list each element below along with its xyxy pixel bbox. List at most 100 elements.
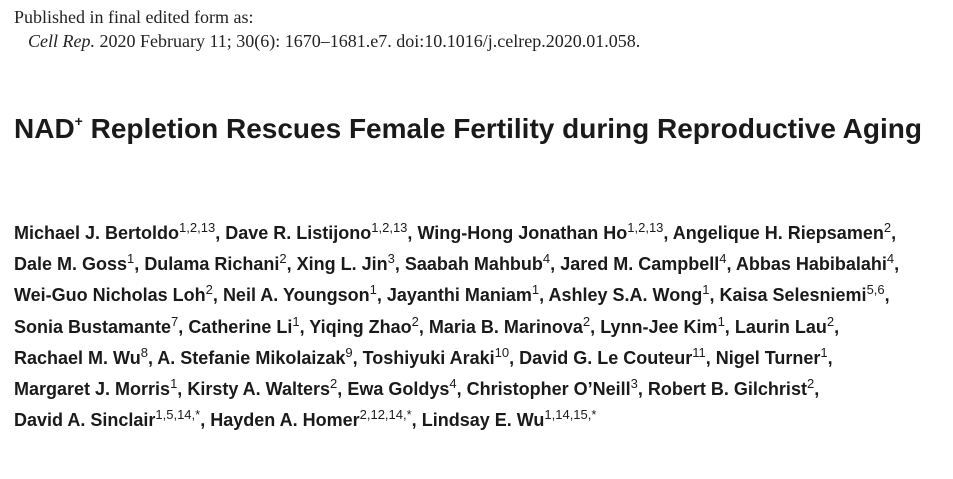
author-entry: Christopher O’Neill3,	[466, 376, 643, 400]
author-name: Xing L. Jin	[296, 254, 388, 275]
author-affiliation: 9	[345, 344, 353, 360]
author-name: Catherine Li	[188, 316, 293, 337]
author-affiliation: 4	[542, 251, 551, 267]
author-entry: Kirsty A. Walters2,	[187, 376, 343, 400]
author-affiliation: 1	[369, 282, 377, 298]
author-affiliation: 4	[886, 251, 895, 267]
author-name: Ewa Goldys	[347, 379, 450, 400]
author-name: Maria B. Marinova	[428, 316, 583, 337]
author-entry: David A. Sinclair1,5,14,*,	[14, 407, 206, 431]
author-entry: Maria B. Marinova2,	[428, 313, 596, 337]
author-affiliation: 8	[140, 344, 148, 360]
author-affiliation: 1,2,13	[179, 220, 216, 235]
author-name: Hayden A. Homer	[210, 410, 360, 431]
publication-info: Published in final edited form as: Cell …	[14, 5, 640, 53]
author-affiliation: 1	[717, 313, 725, 329]
author-name: David G. Le Couteur	[519, 347, 693, 368]
author-affiliation: 2	[279, 251, 287, 267]
author-affiliation: 1	[170, 376, 178, 392]
author-entry: Ashley S.A. Wong1,	[548, 282, 715, 306]
author-affiliation: 1	[820, 344, 828, 360]
author-name: Ashley S.A. Wong	[548, 285, 703, 306]
author-name: Lynn-Jee Kim	[600, 316, 718, 337]
author-name: Yiqing Zhao	[309, 316, 412, 337]
author-name: Jayanthi Maniam	[386, 285, 532, 306]
author-entry: Ewa Goldys4,	[347, 376, 462, 400]
author-entry: Lynn-Jee Kim1,	[600, 313, 730, 337]
citation-line: Cell Rep. 2020 February 11; 30(6): 1670–…	[14, 29, 640, 53]
author-name: Kirsty A. Walters	[187, 379, 331, 400]
author-affiliation: 2	[582, 313, 591, 329]
author-affiliation: 1	[127, 251, 135, 267]
author-affiliation: 10	[494, 344, 510, 360]
author-entry: Catherine Li1,	[188, 313, 305, 337]
author-affiliation: 4	[449, 376, 457, 392]
author-affiliation: 2	[806, 376, 815, 392]
author-entry: Neil A. Youngson1,	[222, 282, 382, 306]
author-entry: Abbas Habibalahi4,	[735, 251, 900, 275]
author-name: David A. Sinclair	[14, 410, 156, 431]
author-entry: Saabah Mahbub4,	[404, 251, 556, 275]
author-entry: A. Stefanie Mikolaizak9,	[157, 344, 358, 368]
author-entry: Lindsay E. Wu1,14,15,*	[422, 408, 597, 430]
author-affiliation: 3	[387, 251, 395, 267]
author-name: Kaisa Selesniemi	[719, 285, 867, 306]
author-name: Jared M. Campbell	[560, 254, 720, 275]
author-name: Laurin Lau	[734, 316, 827, 337]
author-affiliation: 3	[630, 376, 638, 392]
author-name: Toshiyuki Araki	[362, 347, 495, 368]
author-name: Wing-Hong Jonathan Ho	[417, 223, 628, 243]
citation-details: 2020 February 11; 30(6): 1670–1681.e7. d…	[94, 31, 641, 51]
author-name: Saabah Mahbub	[404, 254, 543, 275]
author-name: Dulama Richani	[144, 254, 280, 275]
journal-name: Cell Rep.	[28, 31, 95, 51]
author-name: Dave R. Listijono	[225, 223, 372, 243]
author-affiliation: 2	[330, 376, 338, 392]
author-entry: David G. Le Couteur11,	[519, 344, 711, 368]
author-name: A. Stefanie Mikolaizak	[157, 347, 346, 368]
title-rest: Repletion Rescues Female Fertility durin…	[82, 113, 922, 144]
author-entry: Margaret J. Morris1,	[14, 376, 183, 400]
author-name: Robert B. Gilchrist	[647, 379, 807, 400]
author-affiliation: 1,5,14,*	[155, 407, 201, 423]
author-affiliation: 4	[719, 251, 727, 267]
author-entry: Sonia Bustamante7,	[14, 313, 184, 337]
author-affiliation: 2	[883, 220, 892, 235]
author-entry: Hayden A. Homer2,12,14,*,	[210, 407, 417, 431]
title-superscript: +	[74, 113, 83, 129]
author-entry: Laurin Lau2,	[734, 313, 840, 337]
author-list: Michael J. Bertoldo1,2,13, Dave R. Listi…	[14, 218, 944, 436]
author-affiliation: 1	[702, 282, 710, 298]
article-title: NAD+ Repletion Rescues Female Fertility …	[14, 108, 934, 150]
author-name: Angelique H. Riepsamen	[672, 223, 884, 243]
published-label: Published in final edited form as:	[14, 7, 254, 27]
author-affiliation: 2,12,14,*	[359, 407, 412, 423]
author-entry: Robert B. Gilchrist2,	[647, 376, 820, 400]
author-entry: Xing L. Jin3,	[296, 251, 400, 275]
author-name: Rachael M. Wu	[14, 347, 141, 368]
author-entry: Dave R. Listijono1,2,13,	[225, 220, 413, 243]
author-affiliation: 1	[531, 282, 540, 298]
author-name: Sonia Bustamante	[14, 316, 172, 337]
author-affiliation: 7	[171, 313, 179, 329]
author-affiliation: 11	[692, 344, 706, 360]
author-entry: Michael J. Bertoldo1,2,13,	[14, 220, 221, 243]
author-name: Dale M. Goss	[14, 254, 128, 275]
author-name: Michael J. Bertoldo	[14, 223, 180, 243]
author-affiliation: 1,2,13	[627, 220, 664, 235]
author-name: Nigel Turner	[715, 347, 821, 368]
author-entry: Dulama Richani2,	[144, 251, 292, 275]
author-entry: Toshiyuki Araki10,	[362, 344, 515, 368]
author-entry: Kaisa Selesniemi5,6,	[719, 282, 890, 306]
author-name: Neil A. Youngson	[222, 285, 370, 306]
author-entry: Wing-Hong Jonathan Ho1,2,13,	[417, 220, 669, 243]
author-entry: Jayanthi Maniam1,	[386, 282, 545, 306]
author-affiliation: 2	[826, 313, 835, 329]
author-entry: Angelique H. Riepsamen2,	[672, 220, 897, 243]
author-affiliation: 1	[292, 313, 300, 329]
author-entry: Nigel Turner1,	[715, 344, 833, 368]
author-affiliation: 2	[411, 313, 419, 329]
author-entry: Rachael M. Wu8,	[14, 344, 153, 368]
author-name: Abbas Habibalahi	[735, 254, 887, 275]
author-entry: Yiqing Zhao2,	[309, 313, 424, 337]
